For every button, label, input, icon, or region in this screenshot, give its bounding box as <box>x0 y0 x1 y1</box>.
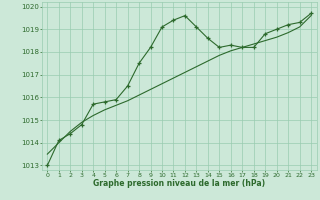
X-axis label: Graphe pression niveau de la mer (hPa): Graphe pression niveau de la mer (hPa) <box>93 179 265 188</box>
